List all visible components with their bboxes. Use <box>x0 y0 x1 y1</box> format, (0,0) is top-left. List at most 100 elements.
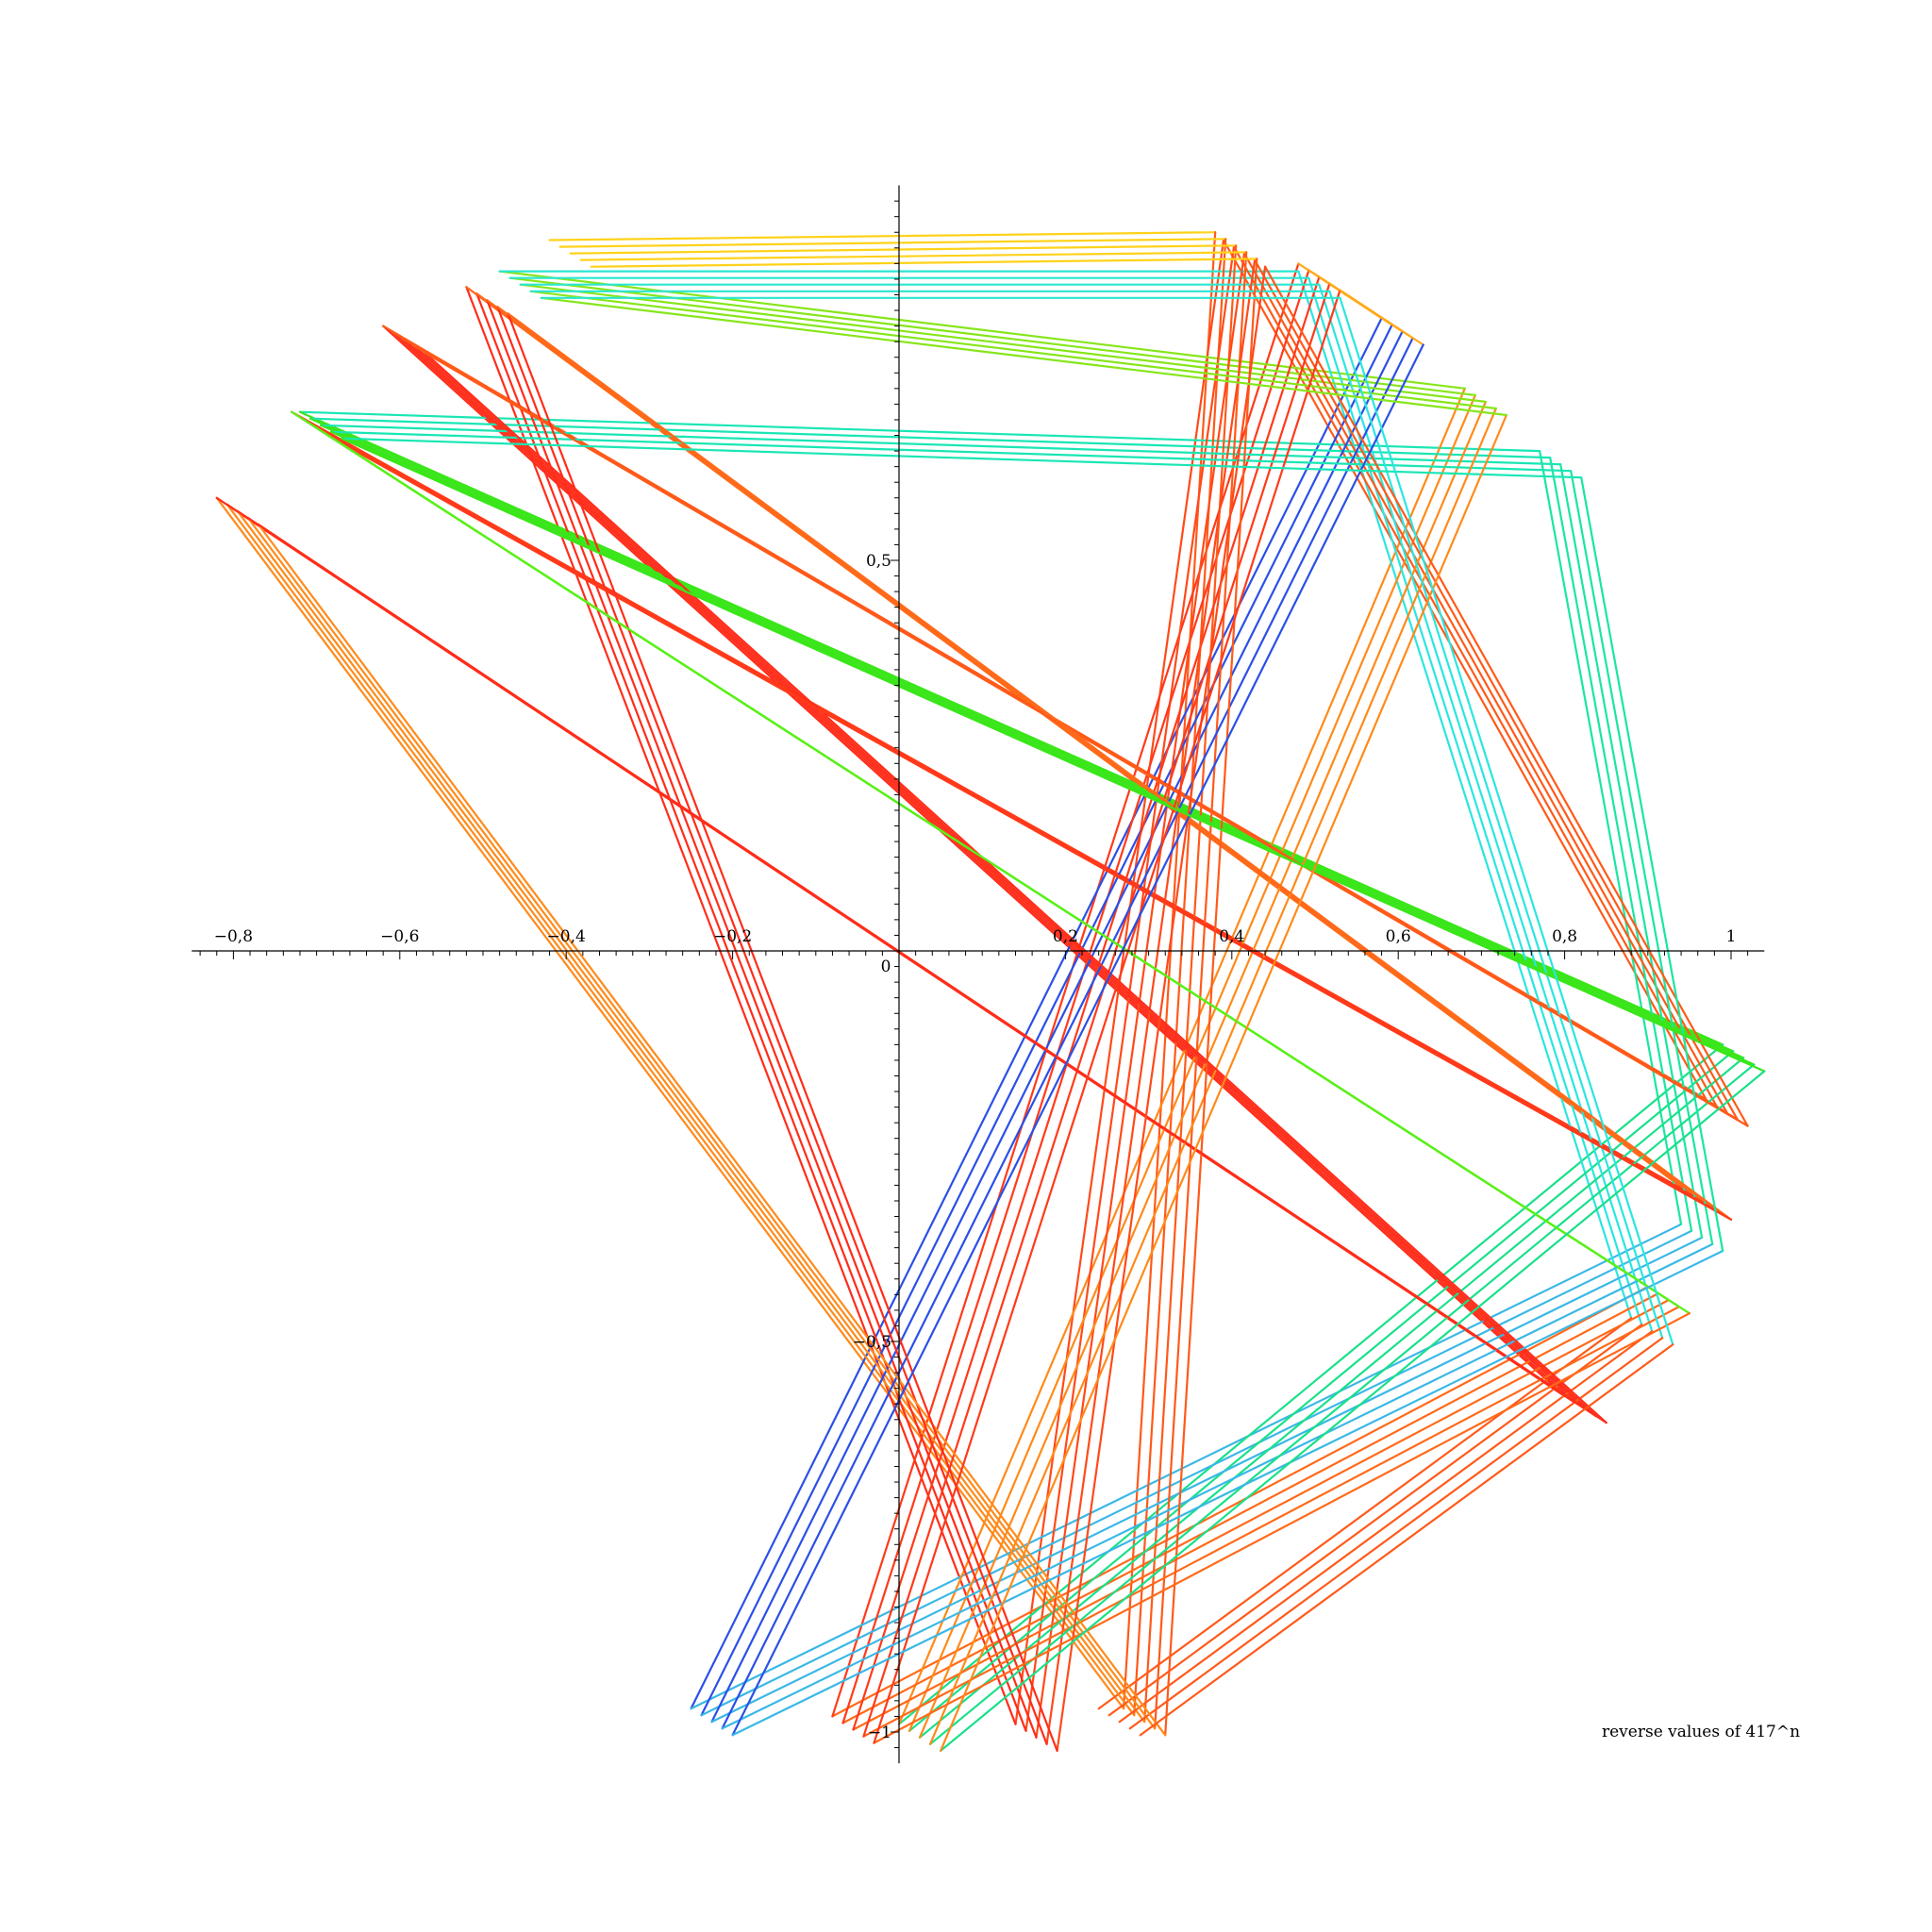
series-segment <box>918 400 1487 1739</box>
series-segment <box>918 1057 1745 1739</box>
x-tick-label: −0,6 <box>380 927 419 946</box>
series-segment <box>897 387 1466 1725</box>
series-segment <box>424 351 1607 1424</box>
series-segment <box>257 523 1607 1424</box>
series-segment <box>308 417 1735 1053</box>
x-tick-label: −0,2 <box>713 927 752 946</box>
y-tick-label: −1 <box>868 1724 891 1742</box>
series-segment <box>1242 252 1728 1114</box>
series-segment <box>731 343 1424 1737</box>
series-segment <box>1143 244 1238 1724</box>
series-segment <box>569 244 1238 255</box>
series-segment <box>579 251 1248 261</box>
series-segment <box>939 413 1508 1753</box>
series-segment <box>486 299 1038 1739</box>
series-segment <box>700 324 1393 1717</box>
series-segment <box>1263 265 1749 1127</box>
series-segment <box>1339 296 1674 1346</box>
series-segment <box>332 437 1691 1315</box>
series-segment <box>529 290 1497 410</box>
series-segment <box>1133 238 1227 1717</box>
series-segment <box>841 1291 1659 1724</box>
series-segment <box>928 407 1497 1745</box>
series-segment <box>710 1236 1704 1724</box>
series-segment <box>1232 245 1718 1108</box>
x-tick-label: −0,4 <box>547 927 586 946</box>
series-segment <box>257 523 1167 1737</box>
series-segment <box>465 286 1017 1725</box>
axes: −0,8 −0,6 −0,4 −0,2 0,2 0,4 0,6 0,8 1 0,5 −0,5 −1 0 <box>192 185 1765 1764</box>
series-segment <box>1118 1330 1654 1724</box>
series-segment <box>1024 245 1236 1732</box>
series-segment <box>507 312 1058 1753</box>
series-segment <box>507 312 1733 1221</box>
series-segment <box>590 258 1258 268</box>
series-segment <box>700 1229 1693 1717</box>
series-segment <box>1580 476 1724 1253</box>
series-segment <box>1128 1337 1664 1730</box>
series-segment <box>1253 258 1739 1121</box>
series-segment <box>908 1050 1735 1732</box>
series-segment <box>1307 276 1643 1326</box>
series-segment <box>862 282 1331 1738</box>
origin-label: 0 <box>881 958 891 976</box>
series-segment <box>731 1249 1724 1737</box>
series-segment <box>475 292 1027 1732</box>
series-segment <box>1122 231 1217 1710</box>
series-segment <box>1045 258 1257 1745</box>
y-tick-label: −0,5 <box>853 1333 891 1352</box>
series-segment <box>225 503 1136 1717</box>
series-segment <box>1339 289 1424 346</box>
series-segment <box>1222 239 1707 1101</box>
series-segment <box>341 437 1583 479</box>
x-tick-label: 0,8 <box>1552 927 1577 946</box>
series-segment <box>710 330 1404 1724</box>
series-segment <box>1097 1317 1633 1710</box>
series-segment <box>341 437 1766 1073</box>
series-lines <box>215 231 1766 1753</box>
series-segment <box>928 1063 1756 1745</box>
series-segment <box>897 1043 1724 1725</box>
series-segment <box>1056 265 1267 1753</box>
series-segment <box>424 351 1749 1127</box>
x-tick-label: 1 <box>1726 927 1737 946</box>
series-segment <box>721 337 1414 1730</box>
series-segment <box>852 275 1321 1731</box>
x-tick-label: −0,8 <box>214 927 253 946</box>
series-segment <box>690 1223 1683 1710</box>
series-segment <box>1035 252 1246 1739</box>
series-segment <box>831 1285 1649 1718</box>
series-segment <box>862 1306 1681 1738</box>
series-segment <box>403 338 1587 1411</box>
series-segment <box>496 306 1048 1745</box>
series-segment <box>558 238 1227 248</box>
series-segment <box>413 344 1597 1418</box>
series-segment <box>721 1242 1714 1730</box>
series-segment <box>1538 450 1683 1225</box>
x-tick-label: 0,6 <box>1386 927 1411 946</box>
series-segment <box>1164 258 1258 1737</box>
series-segment <box>1318 283 1654 1333</box>
series-segment <box>319 424 1745 1059</box>
series-segment <box>1570 470 1714 1246</box>
series-segment <box>519 283 1487 403</box>
series-segment <box>392 331 1576 1405</box>
series-segment <box>1549 457 1693 1232</box>
series-segment <box>873 1312 1691 1744</box>
series-segment <box>246 516 1157 1730</box>
series-segment <box>332 437 1733 1221</box>
series-segment <box>298 410 1724 1046</box>
series-segment <box>939 1070 1766 1753</box>
series-segment <box>690 317 1383 1710</box>
chart-caption: reverse values of 417^n <box>1602 1723 1800 1741</box>
series-segment <box>540 296 1508 417</box>
series-segment <box>908 393 1476 1732</box>
x-tick-label: 0,2 <box>1053 927 1078 946</box>
series-segment <box>1559 463 1704 1240</box>
series-segment <box>236 509 1146 1724</box>
x-tick-label: 0,4 <box>1219 927 1244 946</box>
series-segment <box>329 430 1756 1066</box>
series-segment <box>215 496 1125 1710</box>
series-segment <box>1154 251 1248 1730</box>
